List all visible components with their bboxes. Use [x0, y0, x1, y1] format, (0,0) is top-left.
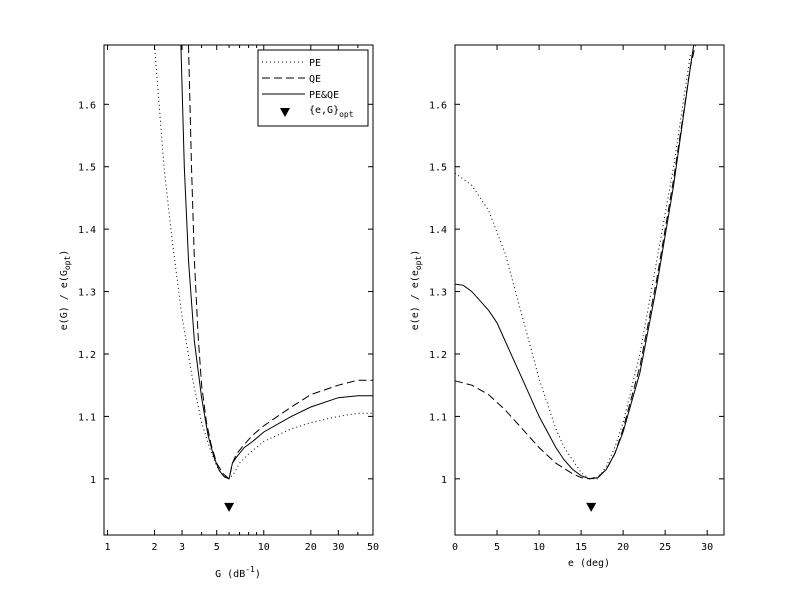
right-x-tick-label: 20 [617, 542, 629, 553]
left-x-tick-label: 50 [367, 542, 379, 553]
legend-pe-label: PE [309, 58, 321, 69]
right-x-tick-label: 25 [659, 542, 671, 553]
left-y-tick-label: 1.4 [78, 225, 96, 236]
right-x-tick-label: 10 [533, 542, 545, 553]
left-x-tick-label: 30 [332, 542, 344, 553]
left-plot: 1 1.1 1.2 1.3 1.4 1.5 1.6 1 2 3 5 10 20 30 50 [78, 44, 379, 553]
left-x-tick-label: 20 [305, 542, 317, 553]
right-x-axis-label: e (deg) [568, 558, 610, 569]
right-y-tick-label: 1 [441, 475, 447, 486]
left-x-tick-label: 1 [104, 542, 110, 553]
right-y-axis-label: e(e) / e(eopt) [410, 250, 423, 331]
left-plot-frame [103, 44, 374, 536]
left-optimum-marker [224, 502, 235, 512]
left-y-tick-label: 1.5 [78, 163, 96, 174]
right-series-pe-qe [454, 44, 695, 480]
legend: PE QE PE&QE {e,G}opt [257, 49, 369, 127]
left-x-tick-label: 2 [152, 542, 158, 553]
right-y-tick-label: 1.2 [429, 350, 447, 361]
right-y-tick-label: 1.5 [429, 163, 447, 174]
left-y-tick-label: 1.3 [78, 288, 96, 299]
legend-qe-label: QE [309, 74, 321, 85]
left-x-tick-label: 5 [214, 542, 220, 553]
left-y-tick-label: 1.1 [78, 412, 96, 423]
left-y-tick-label: 1.2 [78, 350, 96, 361]
left-x-axis-label: G (dB-1) [215, 565, 261, 580]
right-plot: 1 1.1 1.2 1.3 1.4 1.5 1.6 0 5 10 15 20 25 30 [429, 44, 724, 553]
left-y-tick-label: 1.6 [78, 100, 96, 111]
legend-opt-label: {e,G}opt [309, 105, 354, 119]
legend-box [257, 49, 369, 127]
left-series-pe-qe [180, 44, 373, 480]
right-x-tick-label: 0 [452, 542, 458, 553]
left-series-pe [154, 44, 373, 480]
legend-peqe-label: PE&QE [309, 90, 339, 101]
right-optimum-marker [586, 502, 597, 512]
legend-marker-icon [280, 108, 290, 117]
right-x-tick-label: 5 [494, 542, 500, 553]
left-x-tick-label: 3 [179, 542, 185, 553]
right-series-pe [454, 54, 691, 480]
right-x-tick-label: 30 [701, 542, 713, 553]
right-plot-frame [454, 44, 725, 536]
right-series-qe [454, 44, 696, 480]
right-y-tick-label: 1.1 [429, 412, 447, 423]
left-y-tick-label: 1 [90, 475, 96, 486]
right-y-tick-label: 1.6 [429, 100, 447, 111]
right-y-tick-label: 1.3 [429, 288, 447, 299]
right-x-tick-label: 15 [575, 542, 587, 553]
left-x-tick-label: 10 [258, 542, 270, 553]
left-y-axis-label: e(G) / e(Gopt) [59, 250, 72, 331]
right-y-tick-label: 1.4 [429, 225, 447, 236]
